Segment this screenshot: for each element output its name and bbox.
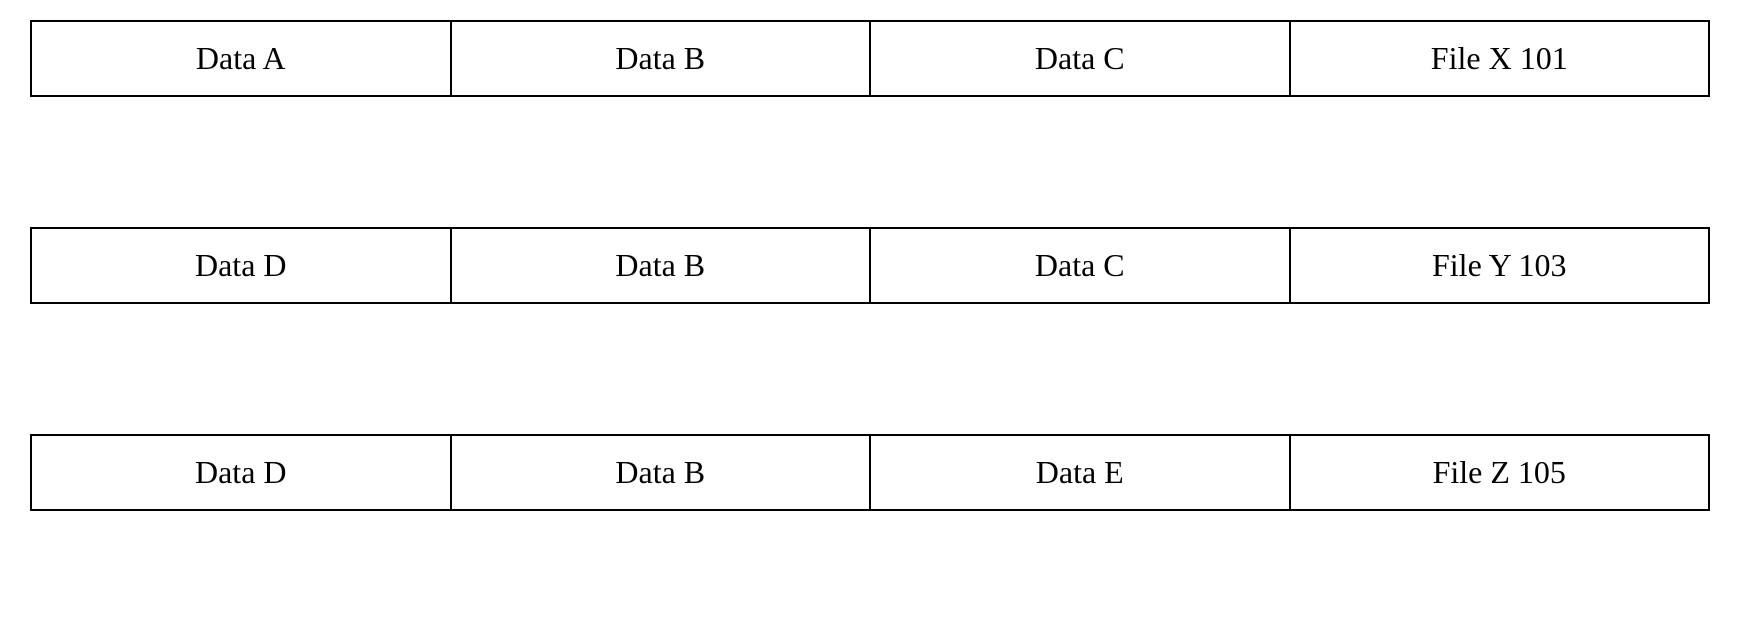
table-row: Data D Data B Data C File Y 103 bbox=[30, 227, 1710, 304]
table-cell: Data A bbox=[32, 22, 452, 95]
file-data-diagram: Data A Data B Data C File X 101 Data D D… bbox=[30, 20, 1710, 511]
table-cell: File Z 105 bbox=[1291, 436, 1709, 509]
table-cell: Data B bbox=[452, 436, 872, 509]
table-cell: Data C bbox=[871, 22, 1291, 95]
table-cell: File Y 103 bbox=[1291, 229, 1709, 302]
table-cell: Data D bbox=[32, 436, 452, 509]
table-cell: Data C bbox=[871, 229, 1291, 302]
table-row: Data D Data B Data E File Z 105 bbox=[30, 434, 1710, 511]
table-row: Data A Data B Data C File X 101 bbox=[30, 20, 1710, 97]
table-cell: Data E bbox=[871, 436, 1291, 509]
table-cell: Data B bbox=[452, 229, 872, 302]
table-cell: File X 101 bbox=[1291, 22, 1709, 95]
table-cell: Data D bbox=[32, 229, 452, 302]
table-cell: Data B bbox=[452, 22, 872, 95]
